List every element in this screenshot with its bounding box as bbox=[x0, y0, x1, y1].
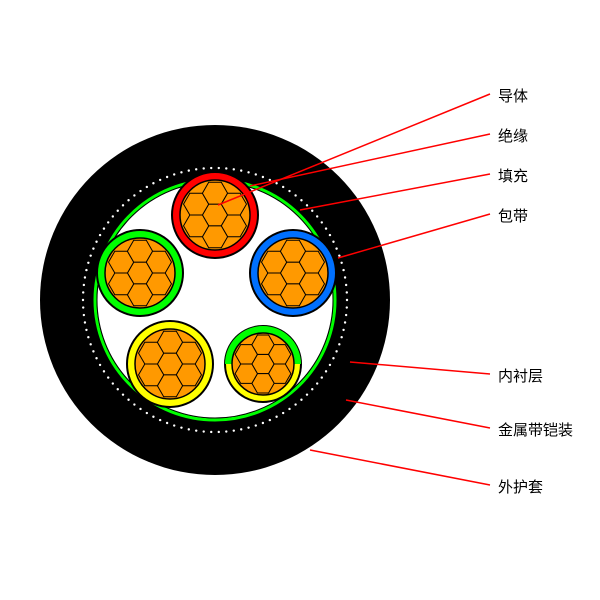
layer-label: 导体 bbox=[498, 85, 528, 106]
layer-label: 内衬层 bbox=[498, 365, 543, 386]
layer-label: 填充 bbox=[498, 165, 528, 186]
layer-label: 金属带铠装 bbox=[498, 419, 573, 440]
layer-label: 包带 bbox=[498, 205, 528, 226]
layer-label: 外护套 bbox=[498, 476, 543, 497]
layer-label: 绝缘 bbox=[498, 125, 528, 146]
